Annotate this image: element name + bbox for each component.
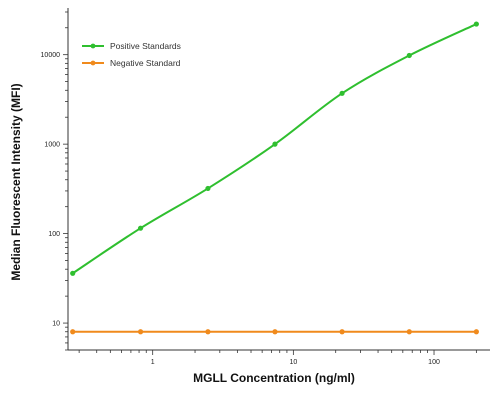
- data-point: [406, 329, 412, 335]
- data-point: [205, 185, 211, 192]
- axes: 10 100 1000 10000 1 10 100: [41, 8, 490, 366]
- x-axis-title: MGLL Concentration (ng/ml): [193, 371, 355, 385]
- legend: Positive Standards Negative Standard: [82, 41, 181, 68]
- data-point: [339, 329, 345, 335]
- y-axis-title: Median Fluorescent Intensity (MFI): [9, 83, 23, 280]
- data-point: [473, 21, 479, 27]
- y-tick-label: 10000: [41, 52, 61, 59]
- data-point: [339, 90, 345, 96]
- legend-marker: [90, 60, 96, 66]
- data-point: [272, 141, 278, 147]
- data-point: [272, 329, 278, 335]
- series-negative-standard: [70, 329, 479, 335]
- data-point: [70, 329, 76, 335]
- x-tick-label: 100: [428, 359, 440, 366]
- x-tick-label: 10: [289, 359, 297, 366]
- legend-label: Negative Standard: [110, 58, 181, 68]
- y-tick-label: 10: [52, 321, 60, 328]
- legend-item: Positive Standards: [82, 41, 181, 51]
- legend-marker: [90, 43, 96, 49]
- data-point: [137, 225, 144, 231]
- x-tick-label: 1: [151, 359, 155, 366]
- data-point: [473, 329, 479, 335]
- data-point: [205, 329, 211, 335]
- data-point: [137, 329, 144, 335]
- y-tick-label: 100: [48, 231, 60, 238]
- y-tick-label: 1000: [44, 142, 60, 149]
- legend-label: Positive Standards: [110, 41, 181, 51]
- data-point: [406, 52, 412, 59]
- legend-item: Negative Standard: [82, 58, 181, 68]
- data-point: [70, 270, 76, 276]
- series-layer: [70, 21, 479, 335]
- series-positive-standards: [70, 21, 479, 276]
